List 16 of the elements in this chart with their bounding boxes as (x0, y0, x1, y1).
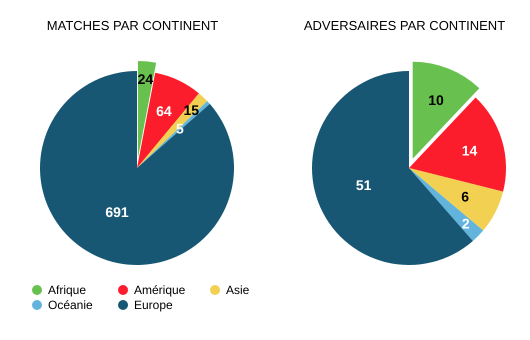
data-label: 24 (138, 70, 154, 87)
chart-title: MATCHES PAR CONTINENT (46, 18, 220, 33)
legend-label: Océanie (48, 298, 93, 312)
data-label: 691 (105, 204, 129, 220)
data-label: 64 (156, 102, 172, 119)
chart-title: ADVERSAIRES PAR CONTINENT (302, 18, 506, 33)
legend-label: Asie (226, 283, 250, 297)
data-label: 14 (462, 142, 478, 158)
data-label: 51 (356, 177, 372, 194)
legend-label: Europe (134, 298, 173, 312)
data-label: 5 (176, 120, 184, 137)
data-label: 10 (428, 92, 444, 108)
legend-label: Amérique (134, 283, 186, 297)
legend-label: Afrique (48, 283, 86, 297)
data-label: 2 (462, 216, 470, 232)
data-label: 6 (461, 188, 470, 205)
